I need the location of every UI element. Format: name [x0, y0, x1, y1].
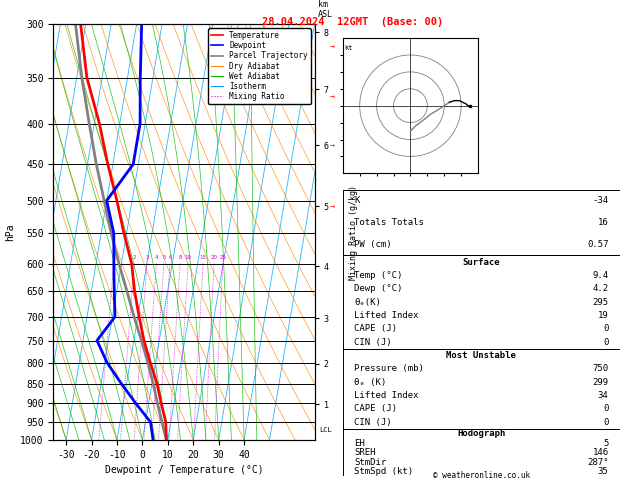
Text: 2: 2: [133, 255, 136, 260]
Text: 25: 25: [220, 255, 226, 260]
Text: →: →: [330, 141, 335, 150]
Text: 28.04.2024  12GMT  (Base: 00): 28.04.2024 12GMT (Base: 00): [262, 17, 443, 27]
Text: PW (cm): PW (cm): [354, 240, 391, 249]
Text: -34: -34: [593, 196, 608, 205]
Text: 35: 35: [598, 467, 608, 476]
Text: 0: 0: [603, 324, 608, 333]
Text: LCL: LCL: [320, 427, 333, 433]
Text: SREH: SREH: [354, 448, 376, 457]
Text: 6: 6: [169, 255, 172, 260]
Text: 19: 19: [598, 311, 608, 320]
Text: EH: EH: [354, 439, 365, 448]
Text: 0: 0: [603, 337, 608, 347]
Text: 4.2: 4.2: [593, 284, 608, 293]
Text: kt: kt: [345, 45, 353, 51]
Text: →: →: [330, 42, 335, 51]
Text: 9.4: 9.4: [593, 271, 608, 280]
Text: 0: 0: [603, 404, 608, 414]
Y-axis label: hPa: hPa: [4, 223, 14, 241]
Text: Hodograph: Hodograph: [457, 429, 505, 438]
Text: 287°: 287°: [587, 458, 608, 467]
Text: Totals Totals: Totals Totals: [354, 218, 424, 227]
Text: 15: 15: [199, 255, 206, 260]
Text: Lifted Index: Lifted Index: [354, 391, 418, 400]
Text: Lifted Index: Lifted Index: [354, 311, 418, 320]
Text: 20: 20: [211, 255, 218, 260]
Text: K: K: [354, 196, 359, 205]
Text: 0: 0: [603, 418, 608, 427]
Text: θₑ(K): θₑ(K): [354, 297, 381, 307]
Text: 3: 3: [145, 255, 149, 260]
Text: Temp (°C): Temp (°C): [354, 271, 403, 280]
Text: 4: 4: [155, 255, 158, 260]
Text: θₑ (K): θₑ (K): [354, 378, 386, 387]
Text: Pressure (mb): Pressure (mb): [354, 364, 424, 373]
Text: 750: 750: [593, 364, 608, 373]
Text: StmDir: StmDir: [354, 458, 386, 467]
Text: StmSpd (kt): StmSpd (kt): [354, 467, 413, 476]
Text: km
ASL: km ASL: [318, 0, 333, 19]
Text: 5: 5: [603, 439, 608, 448]
Text: 16: 16: [598, 218, 608, 227]
Text: 1: 1: [112, 255, 116, 260]
Text: © weatheronline.co.uk: © weatheronline.co.uk: [433, 471, 530, 480]
Text: 10: 10: [185, 255, 192, 260]
Text: →: →: [330, 202, 335, 210]
Text: 295: 295: [593, 297, 608, 307]
Text: →: →: [330, 92, 335, 101]
Text: Dewp (°C): Dewp (°C): [354, 284, 403, 293]
Text: CAPE (J): CAPE (J): [354, 324, 397, 333]
Text: 0.57: 0.57: [587, 240, 608, 249]
Text: CIN (J): CIN (J): [354, 337, 391, 347]
Text: Most Unstable: Most Unstable: [446, 351, 516, 360]
Text: 299: 299: [593, 378, 608, 387]
X-axis label: Dewpoint / Temperature (°C): Dewpoint / Temperature (°C): [104, 465, 264, 475]
Text: 8: 8: [179, 255, 182, 260]
Text: 146: 146: [593, 448, 608, 457]
Text: 34: 34: [598, 391, 608, 400]
Text: Surface: Surface: [462, 258, 500, 267]
Legend: Temperature, Dewpoint, Parcel Trajectory, Dry Adiabat, Wet Adiabat, Isotherm, Mi: Temperature, Dewpoint, Parcel Trajectory…: [208, 28, 311, 104]
Text: CIN (J): CIN (J): [354, 418, 391, 427]
Text: 5: 5: [162, 255, 165, 260]
Text: Mixing Ratio (g/kg): Mixing Ratio (g/kg): [349, 185, 358, 279]
Text: CAPE (J): CAPE (J): [354, 404, 397, 414]
